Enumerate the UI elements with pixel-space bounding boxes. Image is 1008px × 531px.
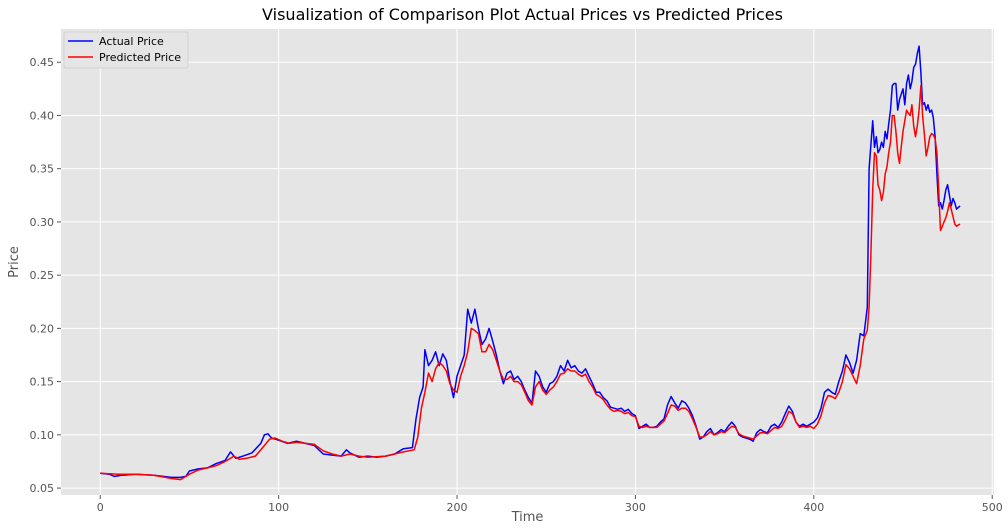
y-tick-label: 0.10 (30, 429, 55, 442)
chart-title: Visualization of Comparison Plot Actual … (262, 5, 783, 24)
x-tick-label: 200 (447, 501, 468, 514)
grid-lines (61, 29, 994, 495)
x-tick-label: 400 (803, 501, 824, 514)
y-tick-label: 0.05 (30, 482, 55, 495)
x-tick-label: 0 (97, 501, 104, 514)
x-tick-label: 100 (268, 501, 289, 514)
predicted-price-legend-label: Predicted Price (99, 51, 181, 64)
y-axis-label: Price (7, 246, 22, 278)
y-tick-label: 0.45 (30, 56, 55, 69)
y-tick-label: 0.15 (30, 376, 55, 389)
y-axis-ticks: 0.05 0.10 0.15 0.20 0.25 0.30 0.35 0.40 0.45 (30, 56, 61, 495)
y-tick-label: 0.25 (30, 269, 55, 282)
x-tick-label: 500 (982, 501, 1003, 514)
legend: Actual Price Predicted Price (63, 31, 189, 69)
legend-box (63, 31, 189, 69)
x-tick-label: 300 (625, 501, 646, 514)
y-tick-label: 0.40 (30, 109, 55, 122)
x-axis-ticks: 0 100 200 300 400 500 (97, 495, 1003, 514)
y-tick-label: 0.30 (30, 216, 55, 229)
actual-price-legend-label: Actual Price (99, 35, 164, 48)
x-axis-label: Time (511, 510, 544, 525)
series-layer (100, 45, 961, 481)
predicted-price-series-line (100, 84, 961, 481)
y-tick-label: 0.35 (30, 163, 55, 176)
plot-area (61, 29, 994, 495)
y-tick-label: 0.20 (30, 322, 55, 335)
